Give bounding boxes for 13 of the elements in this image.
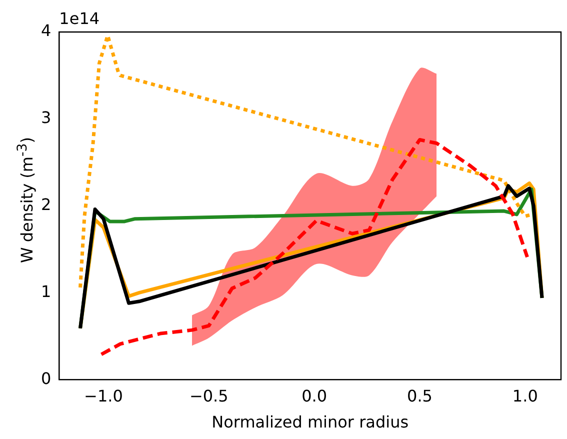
y-tick-label: 3 — [40, 108, 52, 128]
x-tick-label: −0.5 — [189, 386, 228, 406]
line-series — [100, 138, 530, 356]
x-tick-label: −1.0 — [84, 386, 123, 406]
x-axis-title: Normalized minor radius — [212, 412, 409, 432]
x-tick-label: 0.5 — [407, 386, 432, 406]
y-tick-label: 2 — [40, 194, 52, 214]
x-tick-label: 1.0 — [512, 386, 538, 406]
x-tick-label: 0.0 — [302, 386, 328, 406]
y-tick-label: 0 — [40, 368, 52, 388]
y-tick-label: 4 — [40, 21, 52, 40]
y-tick-label: 1 — [40, 282, 52, 301]
text: 1e14 — [59, 9, 100, 28]
